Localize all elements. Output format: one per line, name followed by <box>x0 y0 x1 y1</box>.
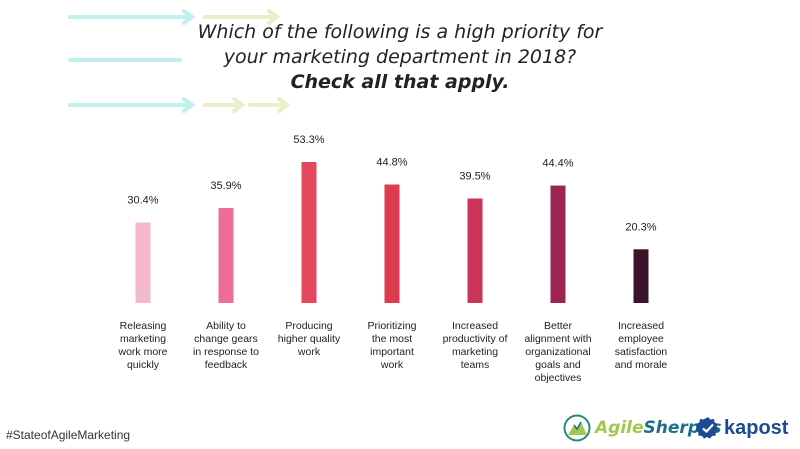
value-label: 35.9% <box>210 180 241 192</box>
category-label-line: marketing <box>451 346 499 358</box>
category-label-line: Producing <box>285 320 333 332</box>
bar <box>384 184 400 303</box>
category-label-line: in response to <box>193 346 259 358</box>
chart-title: Which of the following is a high priorit… <box>120 20 680 95</box>
title-line-2: your marketing department in 2018? <box>223 46 577 68</box>
category-label-line: satisfaction <box>614 346 668 358</box>
category-label-line: important <box>370 346 414 358</box>
value-label: 44.8% <box>376 156 407 168</box>
category-label-line: Increased <box>451 320 499 332</box>
category-label: Prioritizing the most important work <box>342 320 442 372</box>
category-label-line: Releasing <box>119 320 167 332</box>
bar <box>633 249 649 303</box>
category-label-line: Ability to <box>206 320 246 332</box>
category-label-line: quickly <box>126 359 160 371</box>
category-label-line: alignment with <box>524 333 592 345</box>
category-label-line: organizational <box>525 346 591 358</box>
value-label: 30.4% <box>127 195 158 207</box>
category-label-line: the most <box>371 333 413 345</box>
value-label: 39.5% <box>459 171 490 183</box>
title-line-1: Which of the following is a high priorit… <box>197 21 603 43</box>
category-label-line: employee <box>618 333 664 345</box>
bar <box>550 185 566 303</box>
kapost-badge-icon <box>696 417 719 439</box>
category-label-line: goals and <box>535 359 581 371</box>
category-label-line: objectives <box>534 372 582 384</box>
bar <box>135 222 151 303</box>
hashtag: #StateofAgileMarketing <box>6 428 131 442</box>
kapost-logo: kapost <box>696 410 788 446</box>
category-label-line: feedback <box>204 359 248 371</box>
category-label: Releasing marketing work more quickly <box>93 320 193 372</box>
title-line-3: Check all that apply. <box>290 71 510 93</box>
category-label-line: teams <box>460 359 490 371</box>
arrow-head <box>277 97 291 113</box>
category-label: Increased employee satisfaction and morale <box>591 320 691 372</box>
category-label-line: Increased <box>617 320 665 332</box>
category-label: Ability to change gears in response to feed… <box>176 320 276 372</box>
value-label: 20.3% <box>625 221 656 233</box>
category-label-line: productivity of <box>442 333 508 345</box>
bar <box>301 162 317 303</box>
bar <box>218 208 234 303</box>
category-label-line: and morale <box>614 359 668 371</box>
category-label-line: change gears <box>194 333 258 345</box>
category-label-line: Prioritizing <box>367 320 417 332</box>
category-label-line: work more <box>118 346 168 358</box>
value-label: 44.4% <box>542 158 573 170</box>
value-label: 53.3% <box>293 134 324 146</box>
category-label-line: work <box>380 359 404 371</box>
category-label-line: work <box>297 346 321 358</box>
category-label-line: marketing <box>119 333 167 345</box>
arrow-head <box>232 97 246 113</box>
category-label: Better alignment with organizational goals … <box>508 320 608 385</box>
arrow-head <box>182 97 196 113</box>
category-label-line: higher quality <box>277 333 341 345</box>
agilesherpas-text-a: Agile <box>595 418 644 438</box>
category-label: Increased productivity of marketing teams <box>425 320 525 372</box>
arrow-head <box>267 9 281 25</box>
category-label: Producing higher quality work <box>259 320 359 359</box>
bar <box>467 198 483 303</box>
mountain-icon <box>563 414 591 442</box>
kapost-text: kapost <box>724 416 789 439</box>
arrow-head <box>182 9 196 25</box>
category-label-line: Better <box>543 320 572 332</box>
